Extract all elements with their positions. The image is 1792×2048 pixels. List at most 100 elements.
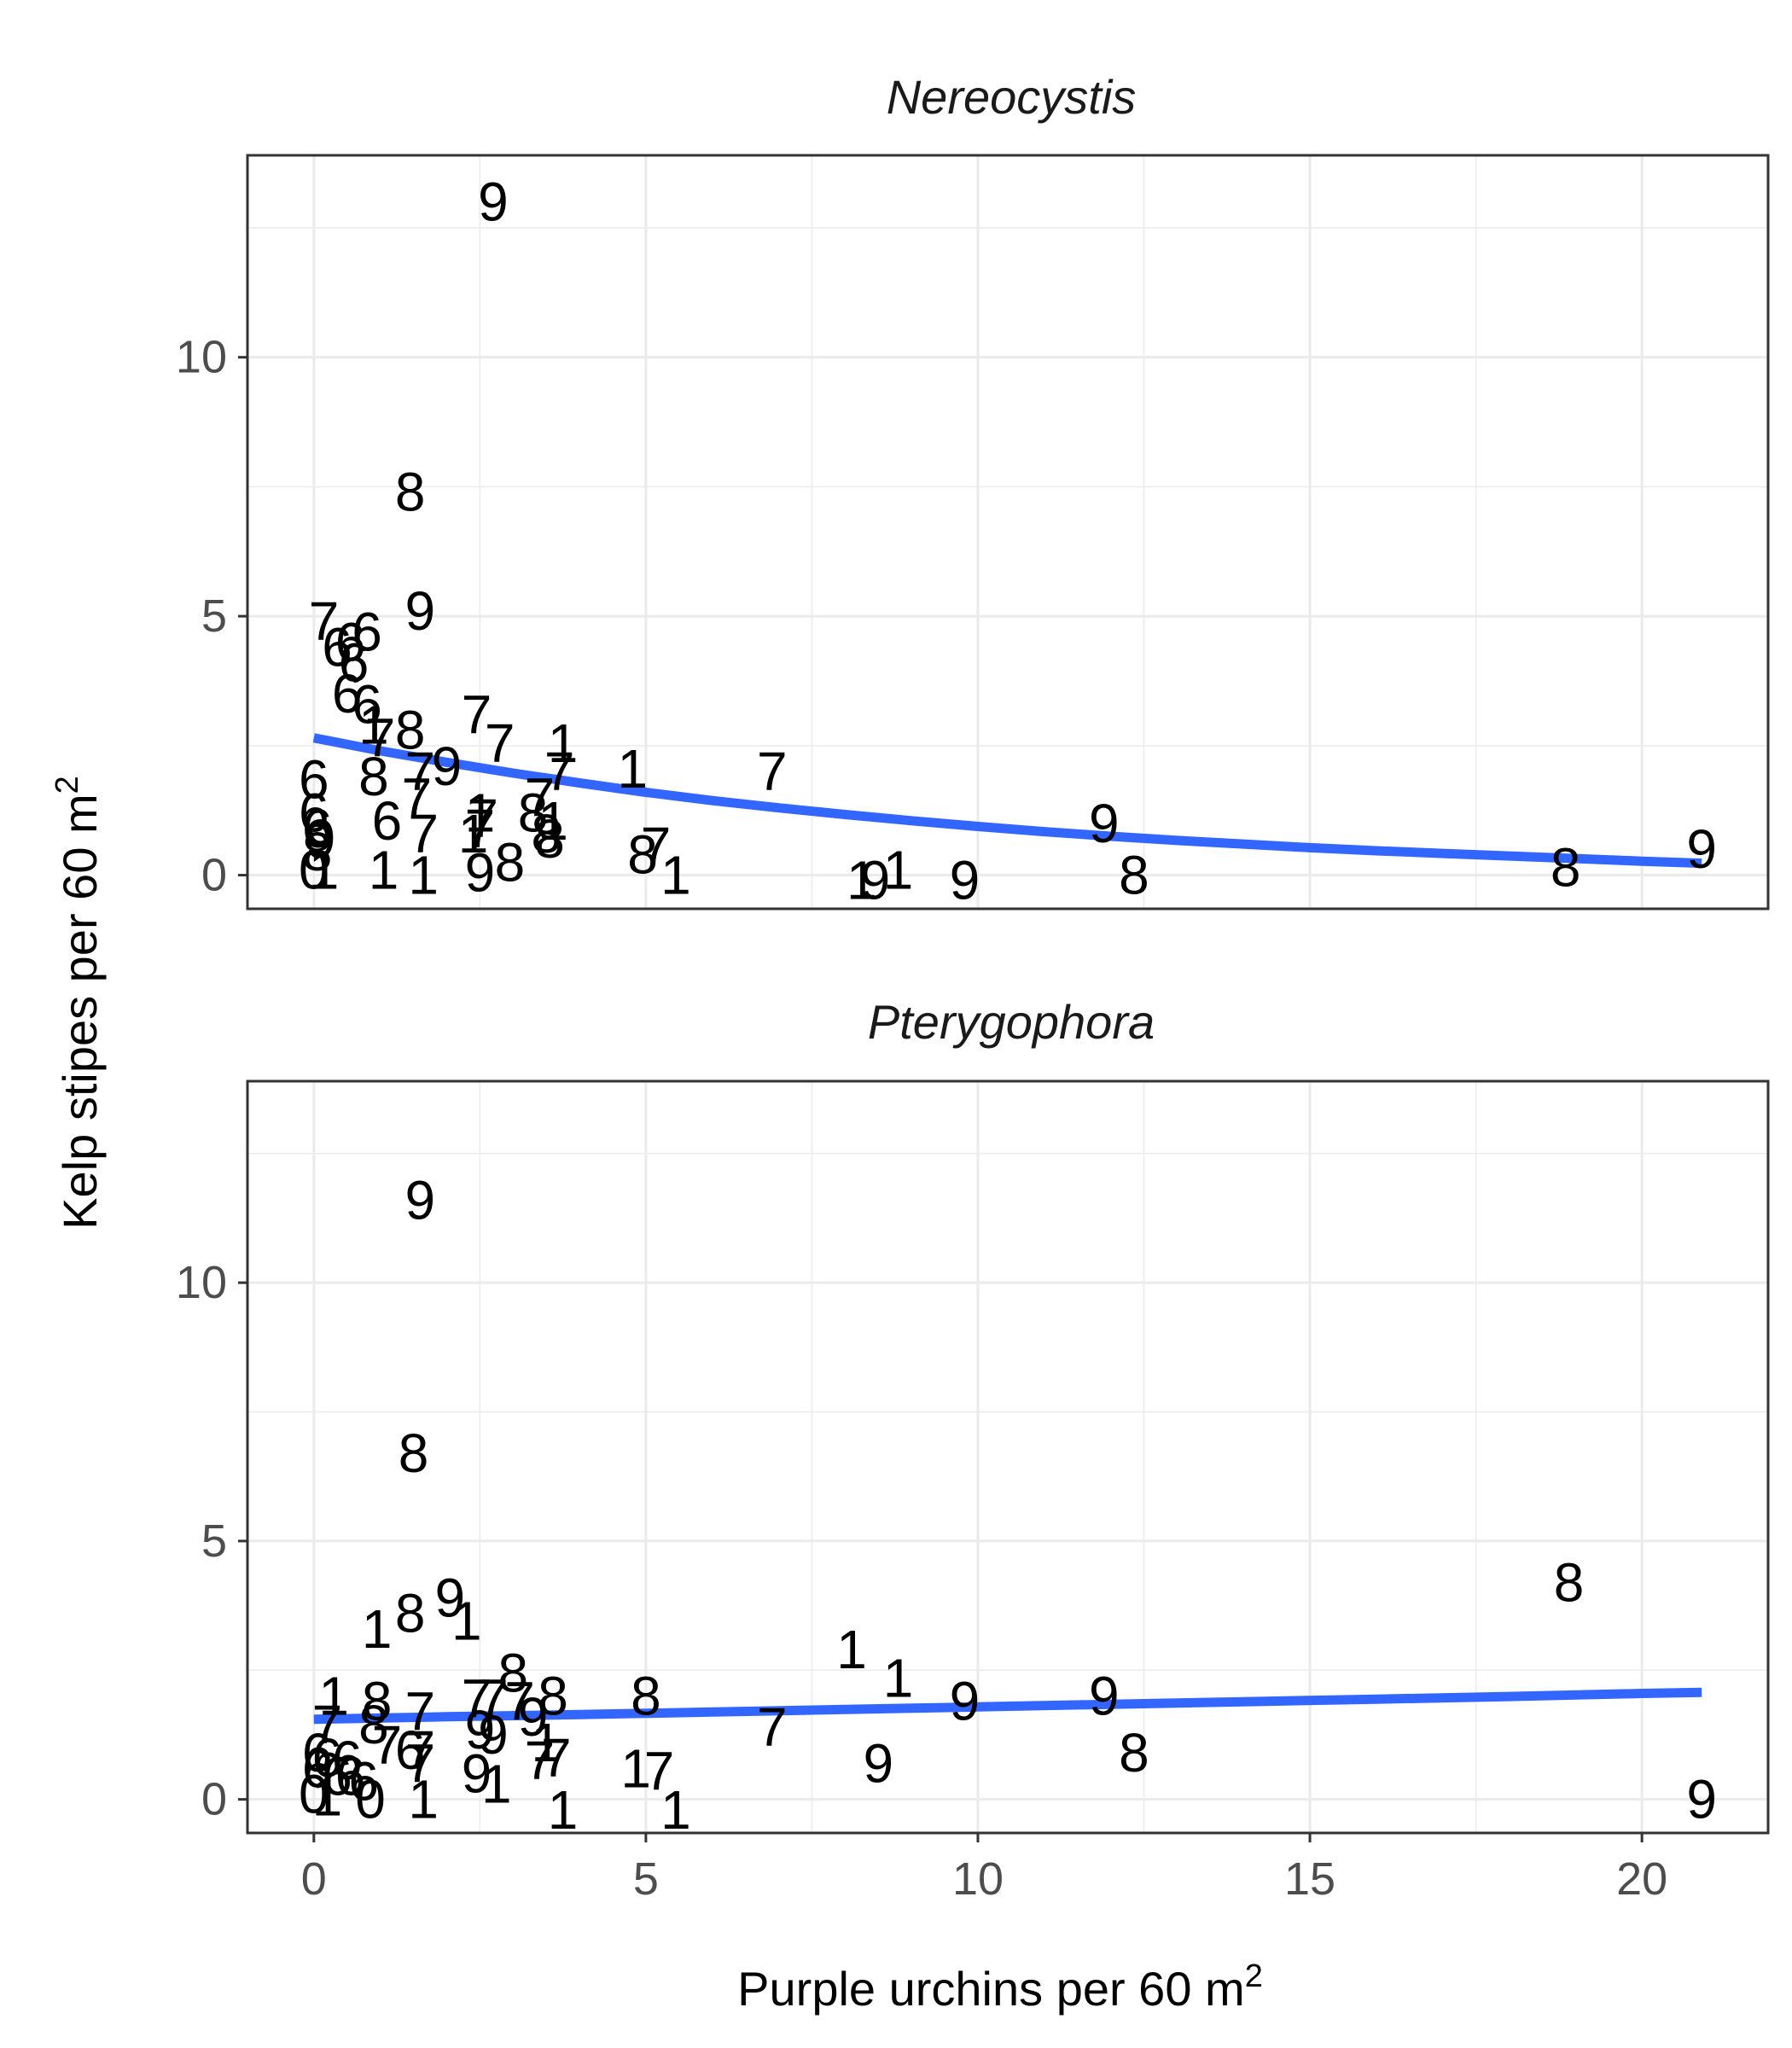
point-label: 1 [660, 845, 691, 906]
panel-title-nereocystis: Nereocystis [887, 70, 1137, 124]
point-label: 7 [757, 1696, 788, 1758]
panel-grid [247, 1081, 1768, 1833]
point-label: 9 [1686, 1769, 1717, 1830]
point-label: 9 [405, 1169, 436, 1231]
point-label: 9 [465, 1699, 496, 1760]
point-label: 7 [408, 803, 439, 864]
trend-line [313, 1687, 1702, 1725]
point-label: 6 [348, 1751, 379, 1812]
point-label: 9 [864, 1732, 894, 1794]
point-label: 9 [1089, 793, 1120, 854]
point-label: 1 [548, 713, 579, 774]
point-label: 6 [352, 601, 382, 662]
point-label: 1 [451, 1591, 482, 1652]
point-label: 7 [644, 1740, 675, 1801]
point-label: 1 [309, 840, 340, 901]
y-tick-label: 10 [176, 332, 227, 383]
point-label: 8 [358, 1694, 389, 1755]
y-axis-ticks: 0 5 10 [176, 332, 247, 901]
point-label: 8 [538, 1666, 568, 1727]
point-label: 7 [405, 741, 436, 802]
point-label: 1 [618, 738, 649, 800]
point-label: 6 [332, 663, 363, 724]
point-label: 1 [408, 845, 439, 906]
point-label: 8 [1119, 1722, 1149, 1783]
point-label: 8 [534, 808, 565, 870]
point-label: 1 [531, 1712, 561, 1773]
point-label: 0 [299, 840, 329, 901]
point-label: 0 [355, 1769, 386, 1830]
point-label: 9 [432, 736, 463, 797]
y-axis-title-text: Kelp stipes per 60 m [53, 794, 107, 1229]
y-axis-ticks: 0 5 10 [176, 1257, 247, 1825]
panel-border [246, 154, 1770, 911]
point-label: 7 [462, 684, 492, 745]
point-label: 8 [531, 803, 561, 864]
point-label: 1 [883, 840, 914, 901]
point-label: 7 [544, 741, 575, 802]
point-label: 6 [302, 1737, 333, 1799]
point-label: 8 [631, 1666, 661, 1727]
point-label: 7 [468, 788, 498, 849]
point-label: 7 [365, 707, 396, 769]
point-label: 0 [299, 1764, 329, 1825]
point-label: 9 [950, 1671, 980, 1732]
point-label: 9 [950, 850, 980, 911]
trend-line-group [313, 1687, 1702, 1725]
x-axis-ticks: 0 5 10 15 20 [301, 1833, 1667, 1905]
point-label: 7 [309, 591, 340, 652]
y-tick-label: 5 [201, 1516, 227, 1567]
point-label: 6 [352, 673, 382, 735]
x-axis-title: Purple urchins per 60 m2 [737, 1958, 1263, 2016]
point-label: 7 [465, 798, 496, 859]
point-label: 6 [299, 783, 329, 844]
point-label: 9 [435, 1568, 466, 1629]
point-label: 6 [322, 1745, 352, 1807]
y-tick-label: 5 [201, 591, 227, 642]
panel-border [246, 1079, 1770, 1835]
point-label: 7 [462, 1668, 492, 1730]
x-tick-label: 15 [1284, 1853, 1335, 1905]
point-label: 1 [369, 840, 399, 901]
point-label: 1 [660, 1779, 691, 1841]
point-label: 7 [757, 741, 788, 802]
point-label: 8 [395, 700, 426, 761]
point-label: 6 [332, 1730, 363, 1791]
point-label: 7 [525, 1730, 556, 1791]
point-label: 7 [478, 1668, 509, 1730]
point-label: 8 [395, 1583, 426, 1644]
y-tick-label: 10 [176, 1257, 227, 1308]
point-label: 1 [362, 1598, 393, 1660]
point-label: 1 [465, 783, 496, 844]
point-label: 9 [1686, 818, 1717, 880]
point-label: 6 [335, 612, 366, 673]
point-label: 1 [408, 1769, 439, 1830]
point-label: 6 [372, 790, 403, 852]
point-label: 6 [339, 632, 369, 694]
point-label: 1 [883, 1647, 914, 1708]
point-label: 7 [485, 713, 515, 774]
point-label: 8 [627, 823, 658, 885]
point-label: 1 [481, 1754, 512, 1815]
point-label: 8 [498, 1642, 529, 1703]
point-label: 7 [641, 816, 672, 877]
point-label: 9 [405, 580, 436, 642]
panel-grid [247, 155, 1768, 909]
point-label: 7 [541, 1727, 572, 1789]
panel-title-pterygophora: Pterygophora [868, 995, 1155, 1049]
trend-line-group [312, 733, 1702, 869]
point-label: 8 [302, 821, 333, 882]
y-axis-title-superscript: 2 [49, 776, 85, 794]
point-label: 7 [405, 1719, 436, 1781]
point-label: 1 [538, 790, 568, 852]
point-label: 1 [458, 803, 489, 864]
x-tick-label: 5 [633, 1853, 659, 1905]
point-label: 9 [462, 1743, 492, 1804]
point-label: 7 [372, 1714, 403, 1776]
point-label: 7 [405, 1732, 436, 1794]
point-label: 7 [312, 1694, 343, 1755]
